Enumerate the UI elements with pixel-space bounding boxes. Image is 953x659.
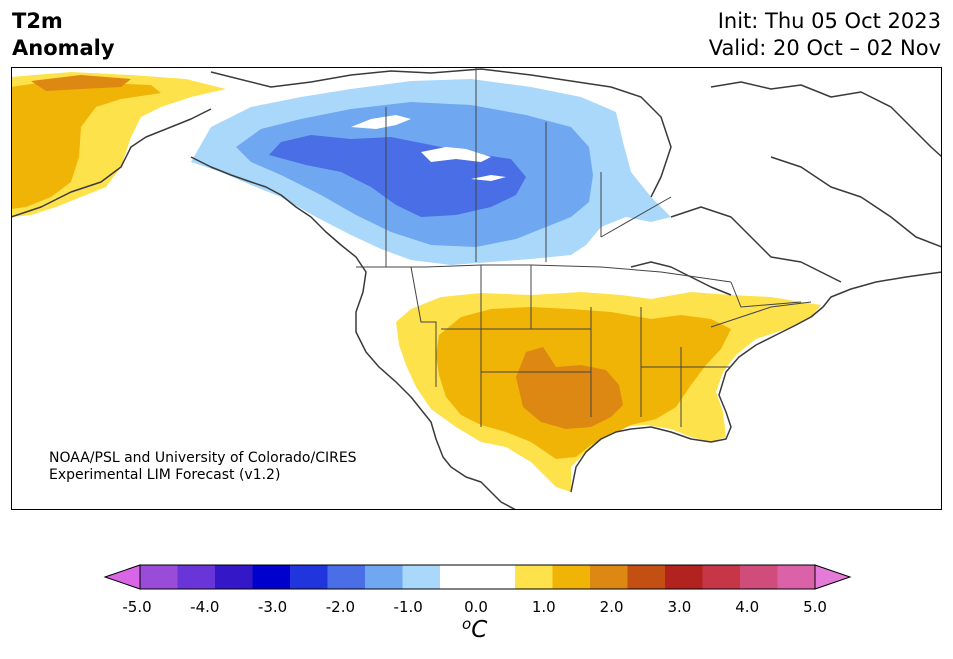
colorbar-segment: [665, 565, 703, 589]
colorbar-segment: [702, 565, 741, 589]
us-anomaly-orange: [516, 347, 623, 429]
colorbar-segment: [365, 565, 403, 589]
colorbar: [103, 564, 852, 590]
colorbar-segment: [140, 565, 178, 589]
colorbar-tick-label: -4.0: [190, 598, 220, 616]
colorbar-segment: [327, 565, 366, 589]
alaska-anomaly-gold: [11, 81, 161, 209]
map-title: T2m Anomaly: [12, 8, 115, 62]
forecast-dates: Init: Thu 05 Oct 2023 Valid: 20 Oct – 02…: [709, 8, 941, 62]
colorbar-tick-label: -2.0: [325, 598, 356, 616]
colorbar-tick-label: 1.0: [531, 598, 556, 616]
colorbar-segment: [215, 565, 253, 589]
colorbar-tick-label: 3.0: [667, 598, 692, 616]
colorbar-segment: [252, 565, 291, 589]
alaska-anomaly-orange: [31, 75, 131, 91]
colorbar-segment: [515, 565, 553, 589]
colorbar-segment: [402, 565, 441, 589]
coastlines: [11, 68, 942, 510]
colorbar-segment: [627, 565, 666, 589]
colorbar-tick-label: -1.0: [393, 598, 423, 616]
colorbar-tick-label: 4.0: [735, 598, 760, 616]
colorbar-segment: [440, 565, 478, 589]
lake-athabasca: [471, 175, 506, 181]
colorbar-segment: [477, 565, 516, 589]
valid-dates: Valid: 20 Oct – 02 Nov: [708, 36, 941, 60]
colorbar-low-extend: [103, 564, 141, 590]
colorbar-segment: [552, 565, 591, 589]
political-boundaries: [356, 67, 812, 427]
title-line-2: Anomaly: [12, 36, 115, 60]
colorbar-high-extend: [814, 564, 852, 590]
title-line-1: T2m: [12, 9, 63, 33]
colorbar-unit: oC: [462, 615, 488, 643]
colorbar-segment: [740, 565, 778, 589]
colorbar-segment: [290, 565, 328, 589]
colorbar-tick-label: 0.0: [464, 598, 488, 616]
init-date: Init: Thu 05 Oct 2023: [717, 9, 941, 33]
anomaly-map: [11, 67, 942, 510]
colorbar-tick-label: 5.0: [803, 598, 827, 616]
unit-superscript: o: [462, 615, 472, 633]
unit-base: C: [471, 617, 488, 643]
colorbar-tick-label: -5.0: [122, 598, 152, 616]
colorbar-tick-label: -3.0: [257, 598, 288, 616]
colorbar-tick-label: 2.0: [599, 598, 624, 616]
credit-line-1: NOAA/PSL and University of Colorado/CIRE…: [49, 450, 357, 466]
great-bear-lake-north: [421, 147, 491, 162]
credit-text: NOAA/PSL and University of Colorado/CIRE…: [49, 450, 357, 484]
credit-line-2: Experimental LIM Forecast (v1.2): [49, 467, 281, 483]
colorbar-segment: [777, 565, 816, 589]
colorbar-segment: [177, 565, 216, 589]
great-slave-lake: [351, 115, 411, 129]
colorbar-segment: [590, 565, 628, 589]
colorbar-segments: [140, 565, 816, 589]
colorbar-ticks: -5.0 -4.0 -3.0 -2.0 -1.0 0.0 1.0 2.0 3.0 4.0 5.0: [0, 598, 953, 618]
